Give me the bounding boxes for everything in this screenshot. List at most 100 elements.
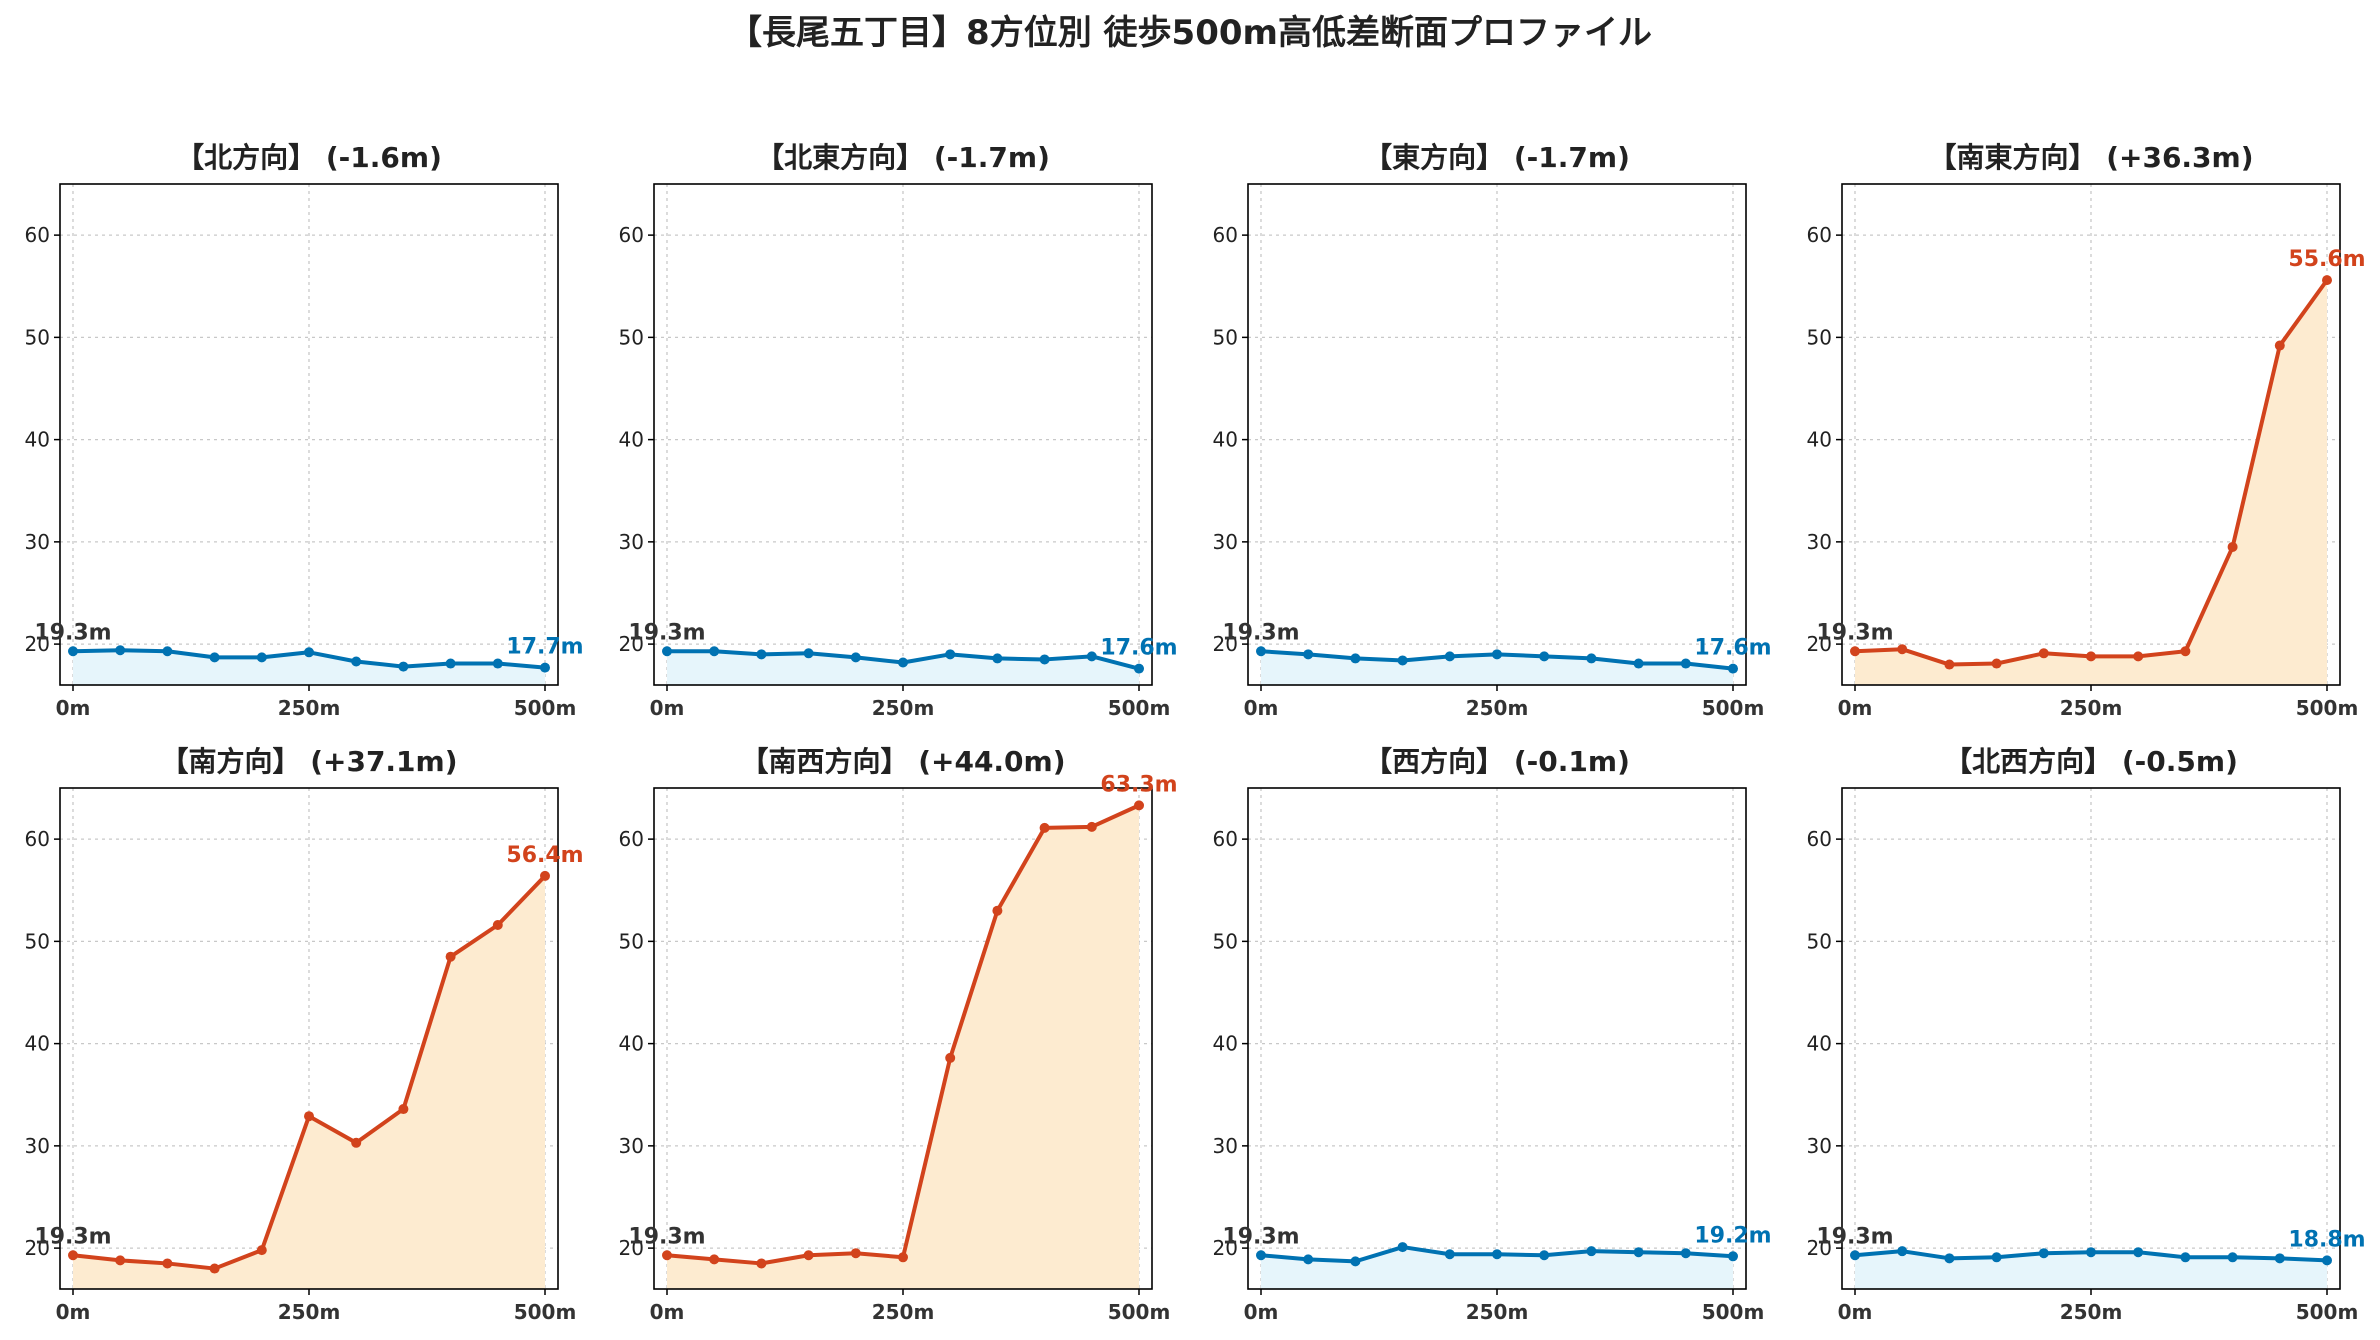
data-point — [1850, 1250, 1860, 1261]
y-tick-label: 60 — [619, 827, 644, 851]
data-point — [709, 646, 720, 657]
data-point — [2086, 1247, 2096, 1258]
x-tick-label: 250m — [2060, 696, 2123, 720]
x-tick-label: 500m — [1108, 696, 1171, 720]
data-point — [1397, 1242, 1408, 1253]
data-point — [945, 1052, 956, 1063]
y-tick-label: 50 — [25, 929, 50, 953]
y-tick-label: 60 — [25, 223, 50, 247]
data-point — [1492, 649, 1502, 660]
data-point — [256, 1245, 267, 1256]
x-tick-label: 250m — [278, 1300, 341, 1324]
start-elevation-label: 19.3m — [34, 620, 111, 645]
end-elevation-label: 55.6m — [2288, 247, 2365, 272]
data-point — [1680, 658, 1691, 669]
data-point — [1256, 1250, 1266, 1261]
data-point — [1134, 663, 1144, 674]
panel-title: 【南西方向】 (+44.0m) — [740, 745, 1065, 778]
x-tick-label: 250m — [1466, 1300, 1529, 1324]
data-point — [398, 661, 409, 672]
y-tick-label: 30 — [1807, 1134, 1832, 1158]
y-tick-label: 40 — [619, 428, 644, 452]
data-point — [2180, 1252, 2191, 1263]
x-tick-label: 250m — [1466, 696, 1529, 720]
data-point — [1586, 1246, 1597, 1257]
y-tick-label: 50 — [1213, 929, 1238, 953]
y-tick-label: 40 — [1807, 1032, 1832, 1056]
end-elevation-label: 19.2m — [1694, 1223, 1771, 1248]
x-tick-label: 0m — [1244, 1300, 1279, 1324]
plot-frame — [59, 183, 559, 686]
start-elevation-label: 19.3m — [34, 1224, 111, 1249]
data-point — [2038, 648, 2049, 659]
data-point — [1350, 653, 1361, 664]
end-elevation-label: 63.3m — [1100, 772, 1177, 797]
data-point — [1039, 822, 1050, 833]
data-point — [115, 1255, 126, 1266]
y-tick-label: 20 — [25, 1236, 50, 1260]
data-point — [1444, 1249, 1455, 1260]
data-point — [1539, 651, 1550, 662]
data-point — [162, 646, 173, 657]
data-point — [68, 1250, 78, 1261]
y-tick-label: 50 — [1213, 325, 1238, 349]
data-point — [2038, 1248, 2049, 1259]
data-point — [756, 1258, 767, 1269]
panel-8: 【北西方向】 (-0.5m) 20 30 40 50 60 0m 250m 500m 19.3m 1… — [1807, 745, 2366, 1324]
data-point — [1897, 1246, 1908, 1257]
panel-title: 【北方向】 (-1.6m) — [176, 141, 442, 174]
plot-frame — [1841, 787, 2341, 1290]
data-point — [540, 662, 550, 673]
elevation-area — [1855, 280, 2327, 685]
data-point — [1492, 1249, 1502, 1260]
y-tick-label: 20 — [25, 632, 50, 656]
data-point — [256, 652, 267, 663]
panel-title: 【東方向】 (-1.7m) — [1364, 141, 1630, 174]
plot-frame — [653, 183, 1153, 686]
data-point — [1850, 646, 1860, 657]
data-point — [492, 658, 503, 669]
data-point — [1586, 653, 1597, 664]
panel-3: 【東方向】 (-1.7m) 20 30 40 50 60 0m 250m 500m 19.3m 17… — [1213, 141, 1772, 720]
data-point — [2227, 1252, 2238, 1263]
x-tick-label: 500m — [514, 696, 577, 720]
y-tick-label: 30 — [619, 530, 644, 554]
x-tick-label: 250m — [872, 1300, 935, 1324]
y-tick-label: 20 — [1213, 632, 1238, 656]
y-tick-label: 20 — [1807, 632, 1832, 656]
y-tick-label: 50 — [1807, 929, 1832, 953]
y-tick-label: 50 — [619, 929, 644, 953]
data-point — [662, 646, 672, 657]
data-point — [898, 1252, 908, 1263]
data-point — [1728, 1251, 1738, 1262]
data-point — [1039, 654, 1050, 665]
end-elevation-label: 17.7m — [506, 635, 583, 660]
data-point — [2086, 651, 2096, 662]
data-point — [2227, 541, 2238, 552]
data-point — [445, 951, 456, 962]
y-tick-label: 50 — [619, 325, 644, 349]
data-point — [540, 870, 550, 881]
data-point — [898, 657, 908, 668]
data-point — [2274, 340, 2285, 351]
data-point — [351, 1137, 362, 1148]
data-point — [850, 1248, 861, 1259]
x-tick-label: 500m — [1702, 696, 1765, 720]
data-point — [992, 653, 1003, 664]
elevation-area — [1855, 1251, 2327, 1289]
x-tick-label: 250m — [872, 696, 935, 720]
panel-2: 【北東方向】 (-1.7m) 20 30 40 50 60 0m 250m 500m 19.3m 1… — [619, 141, 1178, 720]
x-tick-label: 250m — [2060, 1300, 2123, 1324]
data-point — [1134, 800, 1144, 811]
data-point — [1991, 1252, 2002, 1263]
data-point — [398, 1104, 409, 1115]
panel-title: 【北東方向】 (-1.7m) — [756, 141, 1050, 174]
data-point — [662, 1250, 672, 1261]
y-tick-label: 20 — [619, 1236, 644, 1260]
data-point — [1991, 658, 2002, 669]
data-point — [2322, 1255, 2332, 1266]
data-point — [304, 1111, 314, 1122]
data-point — [2274, 1253, 2285, 1264]
data-point — [1303, 649, 1314, 660]
